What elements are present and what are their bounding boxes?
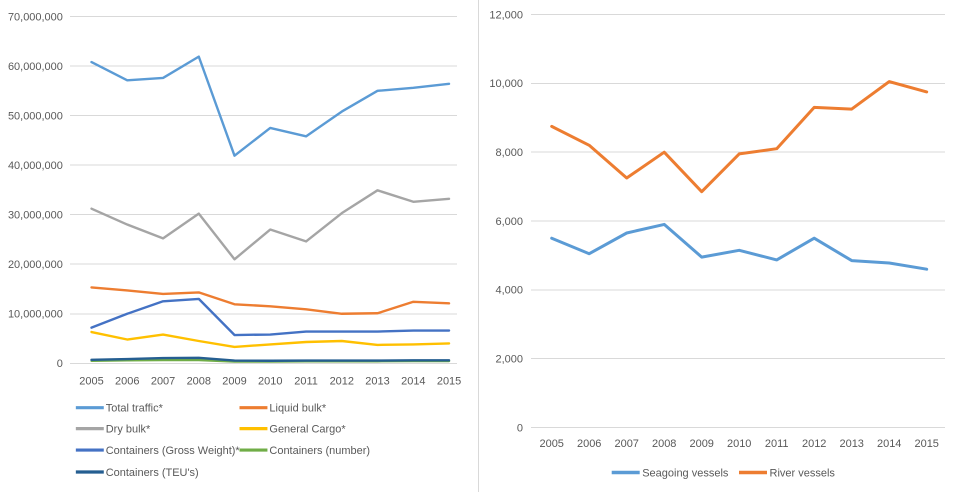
- x-tick-label: 2010: [727, 438, 751, 450]
- series-line-general-cargo: [90, 330, 451, 349]
- x-tick-label: 2005: [79, 376, 103, 388]
- x-tick-label: 2015: [914, 438, 938, 450]
- cargo-traffic-chart-panel: 0 10,000,000 20,000,000 30,000,000 40,000,00…: [8, 0, 479, 492]
- y-tick-label: 50,000,000: [8, 110, 63, 122]
- legend-label-river-vessels: River vessels: [770, 467, 836, 479]
- y-tick-label: 2,000: [495, 354, 523, 366]
- legend-label-dry-bulk: Dry bulk*: [106, 423, 151, 435]
- y-tick-label: 0: [517, 422, 523, 434]
- x-tick-label: 2008: [652, 438, 676, 450]
- y-tick-label: 20,000,000: [8, 259, 63, 271]
- y-tick-label: 10,000,000: [8, 309, 63, 321]
- legend-label-containers-teu-s: Containers (TEU's): [106, 467, 199, 479]
- x-tick-label: 2007: [614, 438, 638, 450]
- legend-label-general-cargo: General Cargo*: [269, 423, 346, 435]
- legend-label-containers-number: Containers (number): [269, 445, 370, 457]
- y-tick-label: 60,000,000: [8, 61, 63, 73]
- y-tick-label: 12,000: [489, 9, 523, 21]
- x-tick-label: 2011: [765, 438, 789, 450]
- x-tick-label: 2014: [401, 376, 425, 388]
- y-tick-label: 6,000: [495, 216, 523, 228]
- y-tick-label: 30,000,000: [8, 209, 63, 221]
- x-tick-label: 2015: [437, 376, 461, 388]
- vessels-plot: 0 2,000 4,000 6,000 8,000 10,000 12,000 2005 200…: [489, 9, 945, 479]
- y-tick-label: 10,000: [489, 78, 523, 90]
- legend-label-containers-gross-weight: Containers (Gross Weight)*: [106, 445, 241, 457]
- series-line-total-traffic: [90, 55, 451, 157]
- series-line-river-vessels: [550, 80, 929, 194]
- cargo-traffic-plot: 0 10,000,000 20,000,000 30,000,000 40,000,00…: [8, 11, 461, 479]
- legend-label-total-traffic: Total traffic*: [106, 402, 164, 414]
- x-tick-label: 2010: [258, 376, 282, 388]
- y-tick-label: 4,000: [495, 285, 523, 297]
- y-tick-label: 8,000: [495, 147, 523, 159]
- series-line-liquid-bulk: [90, 286, 451, 315]
- legend-label-liquid-bulk: Liquid bulk*: [269, 402, 326, 414]
- series-line-containers-teu-s: [90, 356, 451, 362]
- x-tick-label: 2006: [577, 438, 601, 450]
- x-tick-label: 2012: [802, 438, 826, 450]
- x-tick-label: 2013: [839, 438, 863, 450]
- y-tick-label: 70,000,000: [8, 11, 63, 23]
- x-tick-label: 2008: [187, 376, 211, 388]
- x-tick-label: 2012: [330, 376, 354, 388]
- series-line-containers-gross-weight: [90, 297, 451, 337]
- series-line-seagoing-vessels: [550, 222, 929, 271]
- x-tick-label: 2009: [689, 438, 713, 450]
- x-tick-label: 2009: [222, 376, 246, 388]
- series-line-dry-bulk: [90, 189, 451, 261]
- x-tick-label: 2013: [365, 376, 389, 388]
- x-tick-label: 2006: [115, 376, 139, 388]
- vessels-chart-panel: 0 2,000 4,000 6,000 8,000 10,000 12,000 2005 200…: [479, 0, 958, 492]
- y-tick-label: 0: [57, 358, 63, 370]
- legend-label-seagoing-vessels: Seagoing vessels: [642, 467, 729, 479]
- x-tick-label: 2014: [877, 438, 901, 450]
- y-tick-label: 40,000,000: [8, 160, 63, 172]
- x-tick-label: 2011: [294, 376, 318, 388]
- x-tick-label: 2007: [151, 376, 175, 388]
- x-tick-label: 2005: [539, 438, 563, 450]
